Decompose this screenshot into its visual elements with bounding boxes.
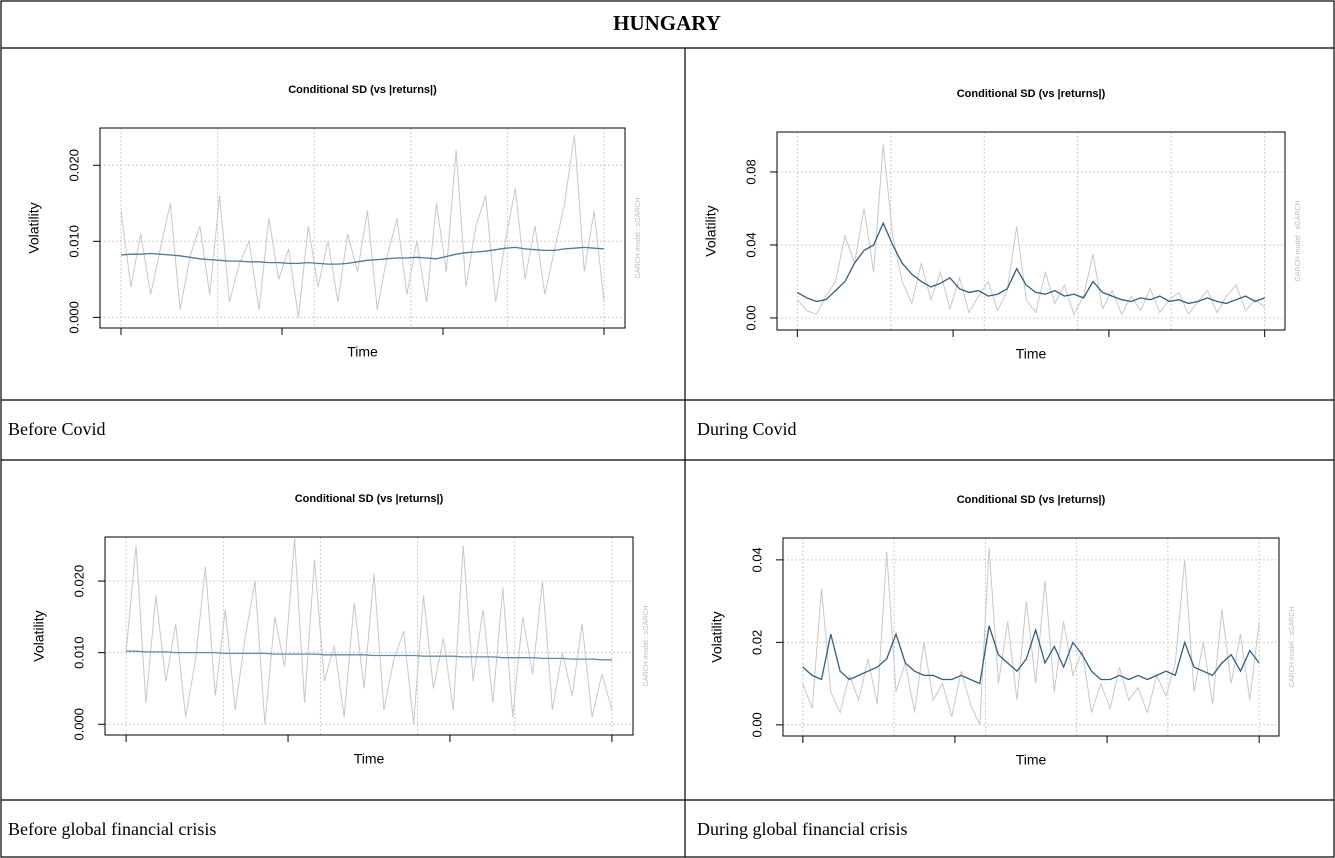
caption: Before global financial crisis [8, 819, 216, 839]
series-line [796, 221, 1265, 305]
y-tick-label: 0.020 [71, 565, 86, 598]
x-axis-label: Time [354, 751, 385, 767]
chart-title: Conditional SD (vs |returns|) [957, 88, 1106, 100]
y-axis-label: Volatility [26, 202, 42, 253]
plot-frame [104, 536, 634, 736]
caption: Before Covid [8, 419, 105, 439]
chart-title: Conditional SD (vs |returns|) [295, 493, 444, 505]
y-tick-label: 0.010 [66, 225, 81, 258]
y-axis-label: Volatility [709, 611, 725, 662]
chart-title: Conditional SD (vs |returns|) [957, 494, 1106, 506]
series-line [796, 144, 1266, 316]
table-title: HUNGARY [613, 11, 721, 35]
model-note: GARCH model : sGARCH [643, 606, 650, 687]
caption: During Covid [697, 419, 797, 439]
model-note: GARCH model : sGARCH [1295, 201, 1302, 282]
y-axis-label: Volatility [703, 205, 719, 256]
y-tick-label: 0.00 [749, 712, 764, 737]
y-tick-label: 0.000 [66, 301, 81, 334]
series-line [126, 650, 612, 661]
y-tick-label: 0.010 [71, 636, 86, 669]
chart-title: Conditional SD (vs |returns|) [288, 84, 437, 96]
y-tick-label: 0.04 [749, 547, 764, 572]
y-tick-label: 0.020 [66, 149, 81, 182]
series-line [120, 134, 605, 318]
model-note: GARCH model : sGARCH [1289, 607, 1296, 688]
y-tick-label: 0.00 [743, 305, 758, 330]
y-tick-label: 0.04 [743, 232, 758, 257]
model-note: GARCH model : sGARCH [635, 198, 642, 279]
y-tick-label: 0.02 [749, 630, 764, 655]
plot-frame [782, 537, 1280, 737]
plot-frame [99, 127, 626, 329]
series-line [120, 246, 605, 265]
series-line [125, 538, 613, 725]
y-tick-label: 0.08 [743, 159, 758, 184]
y-axis-label: Volatility [31, 610, 47, 661]
x-axis-label: Time [1016, 752, 1047, 768]
plot-frame [776, 131, 1286, 331]
caption: During global financial crisis [697, 819, 907, 839]
x-axis-label: Time [347, 344, 378, 360]
y-tick-label: 0.000 [71, 708, 86, 741]
x-axis-label: Time [1016, 346, 1047, 362]
series-line [802, 547, 1260, 726]
series-line [802, 625, 1260, 685]
